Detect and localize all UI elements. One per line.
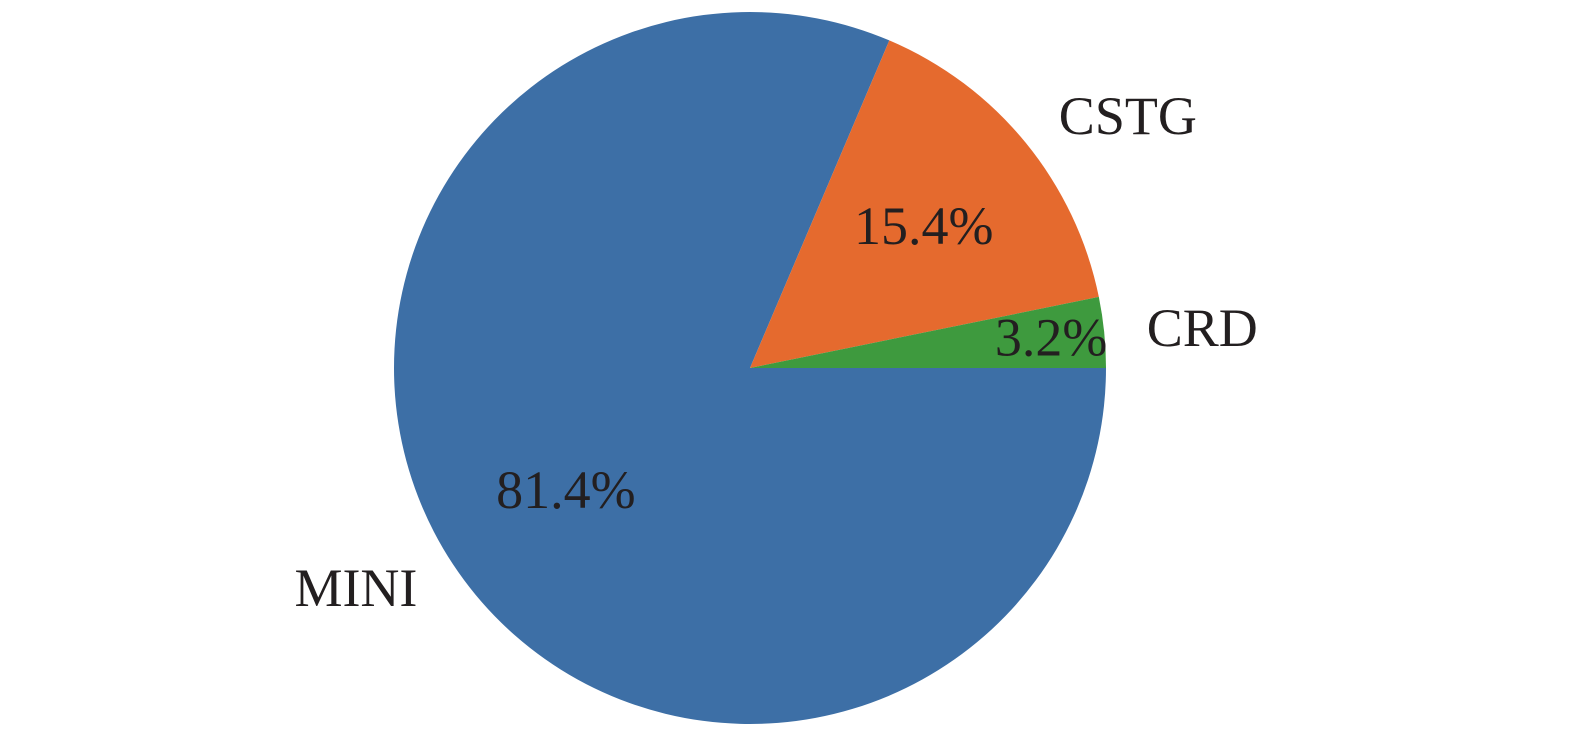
slice-label-cstg: CSTG <box>1059 86 1197 146</box>
pie-slice-cstg <box>750 40 1099 368</box>
pie-slice-crd <box>750 296 1106 368</box>
slice-label-mini: MINI <box>294 558 417 618</box>
pie-labels: 81.4% MINI 15.4% CSTG 3.2% CRD <box>294 86 1257 618</box>
pct-label-cstg: 15.4% <box>854 196 993 256</box>
pct-label-mini: 81.4% <box>496 460 635 520</box>
pct-label-crd: 3.2% <box>995 308 1107 368</box>
pie-slices <box>393 11 1106 724</box>
slice-label-crd: CRD <box>1147 298 1258 358</box>
